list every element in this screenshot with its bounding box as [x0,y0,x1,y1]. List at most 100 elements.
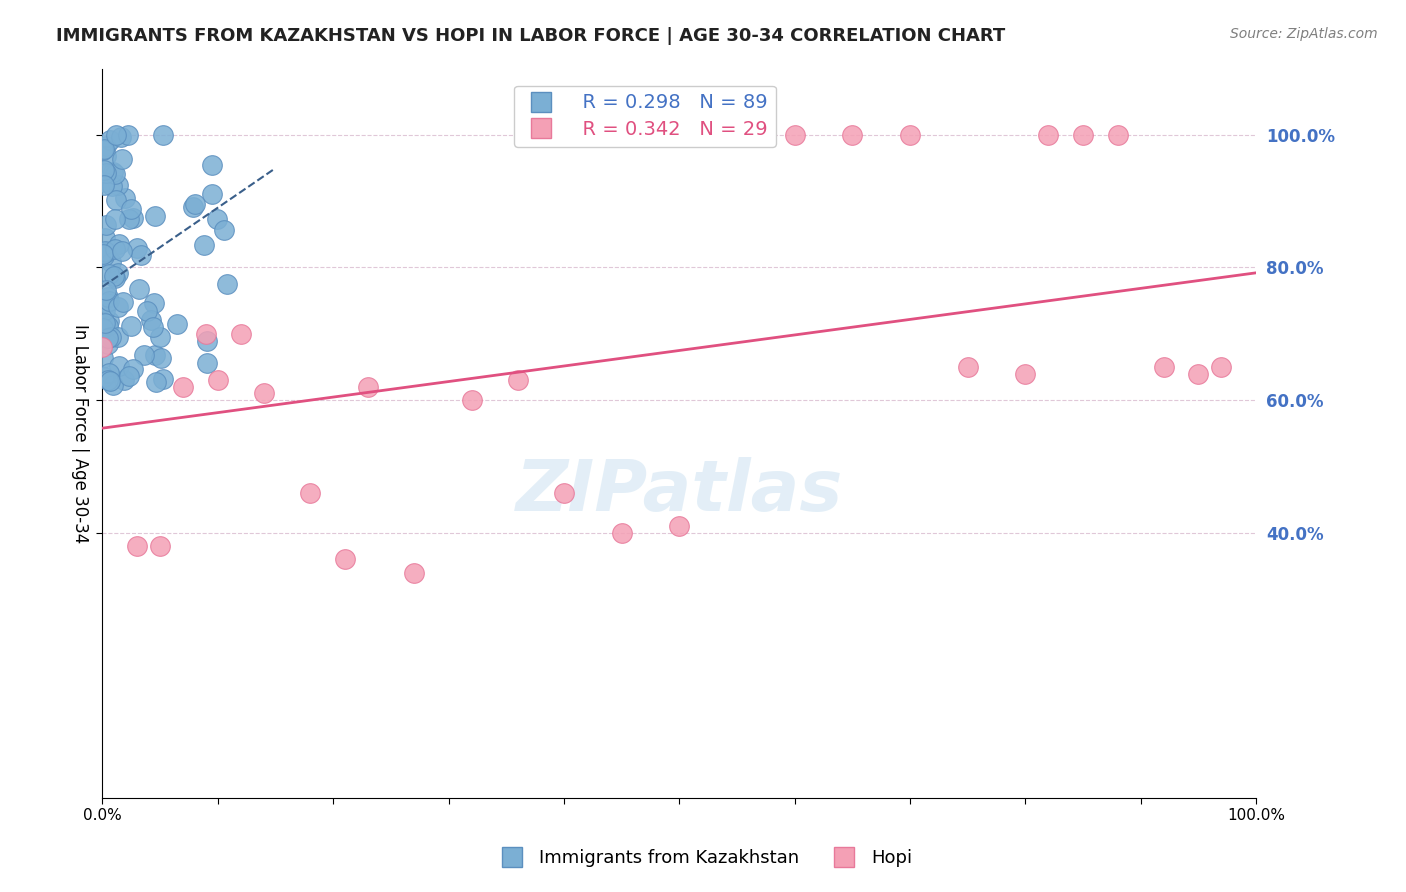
Point [107,300,129,314]
Text: IMMIGRANTS FROM KAZAKHSTAN VS HOPI IN LABOR FORCE | AGE 30-34 CORRELATION CHART: IMMIGRANTS FROM KAZAKHSTAN VS HOPI IN LA… [56,27,1005,45]
Point [460,393,482,408]
Point [93,370,115,384]
Y-axis label: In Labor Force | Age 30-34: In Labor Force | Age 30-34 [72,324,89,543]
Point [94,303,117,318]
Point [118,211,141,226]
Point [93,162,115,177]
Point [96,149,118,163]
Point [93,178,115,192]
Point [97,290,120,304]
Point [1014,367,1036,381]
Point [299,486,322,500]
Point [357,380,380,394]
Point [108,359,131,374]
Legend: Immigrants from Kazakhstan, Hopi: Immigrants from Kazakhstan, Hopi [486,842,920,874]
Point [725,128,748,142]
Point [253,386,276,401]
Point [143,348,166,362]
Point [96,296,118,310]
Point [898,128,921,142]
Point [93,249,115,263]
Point [97,319,120,334]
Point [111,152,134,166]
Point [152,371,174,385]
Point [91,246,114,260]
Point [553,486,575,500]
Point [207,211,229,226]
Point [212,223,235,237]
Point [1107,128,1129,142]
Point [94,284,117,298]
Point [104,271,127,285]
Point [145,376,167,390]
Point [1071,128,1094,142]
Point [132,348,155,362]
Point [152,128,174,142]
Point [122,361,145,376]
Point [181,200,204,214]
Point [107,178,129,192]
Point [97,337,120,351]
Point [104,212,127,227]
Point [111,244,134,258]
Point [1187,367,1209,381]
Point [149,351,172,365]
Point [112,373,135,387]
Point [104,167,127,181]
Point [94,139,117,153]
Point [107,330,129,344]
Point [184,196,207,211]
Point [131,248,153,262]
Point [118,369,141,384]
Point [139,313,162,327]
Point [142,319,165,334]
Point [195,334,218,348]
Point [1211,359,1233,374]
Point [107,236,129,251]
Point [97,314,120,328]
Point [94,175,117,189]
Point [215,277,238,292]
Point [402,566,425,580]
Point [110,129,132,144]
Point [166,317,188,331]
Point [783,128,806,142]
Point [127,241,149,255]
Point [610,525,633,540]
Point [94,166,117,180]
Point [117,128,139,142]
Point [193,237,215,252]
Point [96,218,118,232]
Point [101,378,124,392]
Point [98,374,121,388]
Point [97,331,120,345]
Point [142,295,165,310]
Point [143,209,166,223]
Point [122,211,145,225]
Point [100,330,122,344]
Point [114,191,136,205]
Point [91,351,114,366]
Point [91,340,114,354]
Point [128,282,150,296]
Point [97,267,120,281]
Point [94,244,117,259]
Point [91,143,114,157]
Point [956,359,979,374]
Point [506,373,529,387]
Point [97,294,120,309]
Point [100,254,122,268]
Point [333,552,356,566]
Point [103,269,125,284]
Point [172,380,194,394]
Point [201,158,224,172]
Point [97,373,120,387]
Point [229,326,252,341]
Point [120,319,142,334]
Point [105,194,128,208]
Point [104,242,127,256]
Point [1153,359,1175,374]
Point [94,316,117,330]
Point [201,186,224,201]
Point [195,356,218,370]
